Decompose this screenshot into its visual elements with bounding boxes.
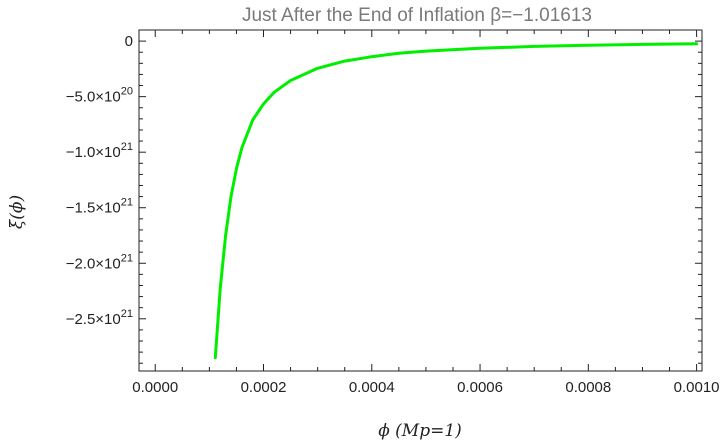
plot-frame <box>138 29 703 372</box>
y-axis-tick-labels: 0 −5.0×1020 −1.0×1021 −1.5×1021 −2.0×1021 −2.… <box>66 33 133 328</box>
y-axis-ticks <box>139 29 702 364</box>
x-tick-label: 0.0000 <box>132 379 178 396</box>
y-tick-label: −2.5×1021 <box>66 308 133 328</box>
x-axis-tick-labels: 0.0000 0.0002 0.0004 0.0006 0.0008 0.0010 <box>132 379 719 396</box>
y-axis-label: ξ(ϕ) <box>7 195 27 229</box>
series-line <box>213 42 699 360</box>
x-tick-label: 0.0004 <box>349 379 395 396</box>
y-tick-label: −1.5×1021 <box>66 197 133 217</box>
x-axis-label: ϕ (Mp=1) <box>378 421 462 441</box>
y-tick-label: −2.0×1021 <box>66 252 133 272</box>
x-tick-label: 0.0006 <box>457 379 503 396</box>
chart-title: Just After the End of Inflation β=−1.016… <box>242 5 592 26</box>
x-tick-label: 0.0002 <box>241 379 287 396</box>
y-tick-label: −5.0×1020 <box>66 86 133 106</box>
x-tick-label: 0.0010 <box>674 379 720 396</box>
y-tick-label: 0 <box>125 33 133 50</box>
y-tick-label: −1.0×1021 <box>66 141 133 161</box>
x-axis-ticks <box>154 30 698 371</box>
x-tick-label: 0.0008 <box>565 379 611 396</box>
